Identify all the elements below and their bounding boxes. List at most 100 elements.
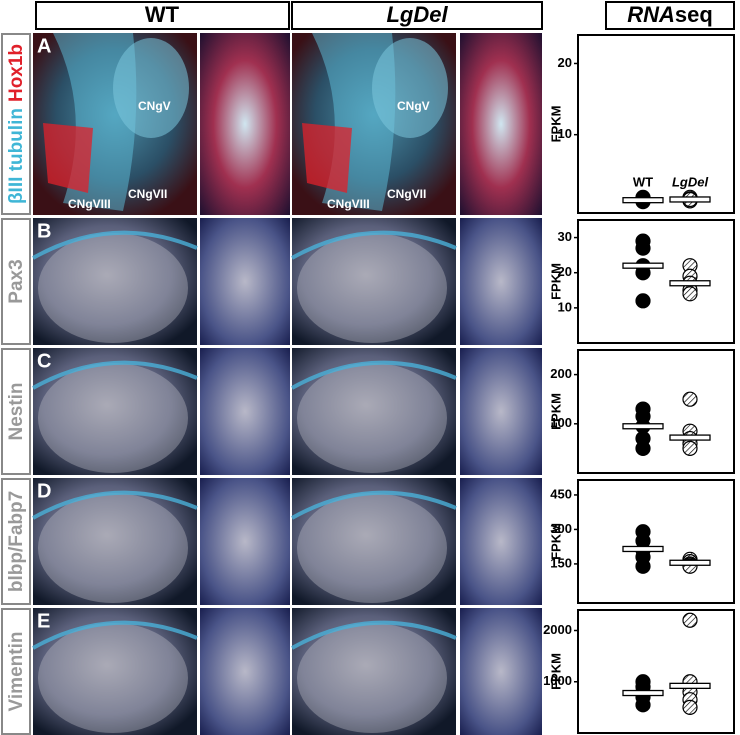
hox-region	[302, 123, 352, 193]
y-tick-label: 200	[550, 366, 572, 381]
tissue-shape	[297, 233, 447, 343]
y-axis-label: FPKM	[548, 393, 563, 430]
data-point	[635, 440, 651, 456]
tissue-shape	[38, 233, 188, 343]
chart-frame	[577, 349, 735, 474]
micrograph-detail	[460, 478, 542, 605]
y-tick-label: 2000	[543, 622, 572, 637]
micrograph-detail	[460, 348, 542, 475]
panel-letter: D	[37, 480, 51, 502]
y-tick-label: 450	[550, 486, 572, 501]
mean-bar	[622, 545, 664, 553]
header-box	[35, 1, 290, 30]
header-box	[291, 1, 543, 30]
tissue-shape	[297, 493, 447, 603]
chart-frame	[577, 609, 735, 734]
mean-bar	[669, 434, 711, 441]
row-label-box	[1, 478, 31, 605]
y-tick-label: 10	[558, 299, 572, 314]
y-tick-label: 20	[558, 55, 572, 70]
row-label-part: βIII tubulin	[6, 108, 27, 204]
panel-letter: C	[37, 350, 51, 372]
panel-letter: B	[37, 220, 51, 242]
micrograph-detail	[460, 218, 542, 345]
data-point	[682, 391, 698, 407]
data-point	[635, 558, 651, 574]
y-tick-label: 30	[558, 229, 572, 244]
row-label: Pax3	[6, 259, 27, 303]
tissue-edge	[291, 230, 457, 260]
structure-label: CNgV	[397, 99, 430, 113]
chart-frame	[577, 479, 735, 604]
header-box	[605, 1, 735, 30]
header-rnaseq-italic: RNA	[627, 2, 675, 27]
header-rnaseq: RNAseq	[627, 2, 713, 27]
tissue-shape	[297, 623, 447, 733]
hox-region	[43, 123, 93, 193]
tissue-shape	[297, 363, 447, 473]
data-point	[682, 612, 698, 628]
tissue-shape	[113, 38, 189, 138]
header-lgdel: LgDel	[386, 2, 448, 27]
data-point	[635, 293, 651, 309]
structure-label: CNgVIII	[327, 197, 370, 211]
y-axis-label: FPKM	[548, 653, 563, 690]
micrograph-detail	[200, 33, 290, 215]
structure-label: CNgVII	[128, 187, 167, 201]
y-tick-label: 20	[558, 264, 572, 279]
y-axis-label: FPKM	[548, 106, 563, 143]
micrograph-detail	[200, 348, 290, 475]
micrograph-detail	[460, 608, 542, 735]
mean-bar	[669, 280, 711, 287]
tissue-edge	[291, 620, 457, 650]
data-point	[635, 697, 651, 713]
mean-bar	[622, 197, 664, 204]
tissue-shape	[38, 363, 188, 473]
y-tick-label: 10	[558, 126, 572, 141]
legend-label: LgDel	[672, 174, 709, 189]
headers: WT LgDel RNAseq	[35, 1, 735, 30]
data-point	[635, 240, 651, 256]
mean-bar	[622, 423, 664, 430]
row-label-box	[1, 348, 31, 475]
row-label: βIII tubulin Hox1b	[6, 44, 27, 204]
tissue-edge	[32, 360, 198, 390]
row-label: blbp/Fabp7	[6, 491, 27, 592]
row-label-box	[1, 218, 31, 345]
data-point	[682, 440, 698, 456]
row-label: Nestin	[6, 382, 27, 440]
mean-bar	[669, 559, 711, 566]
tissue-edge	[32, 230, 198, 260]
mean-bar	[669, 196, 711, 203]
y-axis-label: FPKM	[548, 523, 563, 560]
tissue-shape	[372, 38, 448, 138]
data-point	[682, 286, 698, 302]
tissue-edge	[32, 490, 198, 520]
row-label-part: Hox1b	[6, 44, 27, 102]
y-tick-label: 1000	[543, 673, 572, 688]
tissue-shape	[38, 623, 188, 733]
y-tick-label: 300	[550, 521, 572, 536]
micrograph-detail	[200, 478, 290, 605]
panel-letter: A	[37, 35, 51, 57]
legend-label: WT	[633, 174, 653, 189]
header-rnaseq-rest: seq	[675, 2, 713, 27]
header-wt: WT	[145, 2, 180, 27]
structure-label: CNgVIII	[68, 197, 111, 211]
tissue-shape	[38, 493, 188, 603]
panel-letter: E	[37, 610, 50, 632]
structure-label: CNgVII	[387, 187, 426, 201]
mean-bar	[622, 262, 664, 269]
tissue-edge	[32, 620, 198, 650]
tissue-edge	[291, 490, 457, 520]
chart-frame	[577, 34, 735, 214]
row-label-box	[1, 33, 31, 215]
y-axis-label: FPKM	[548, 263, 563, 300]
micrograph-detail	[200, 218, 290, 345]
structure-label: CNgV	[138, 99, 171, 113]
row-label-box	[1, 608, 31, 735]
micrograph-detail	[460, 33, 542, 215]
micrograph-detail	[200, 608, 290, 735]
